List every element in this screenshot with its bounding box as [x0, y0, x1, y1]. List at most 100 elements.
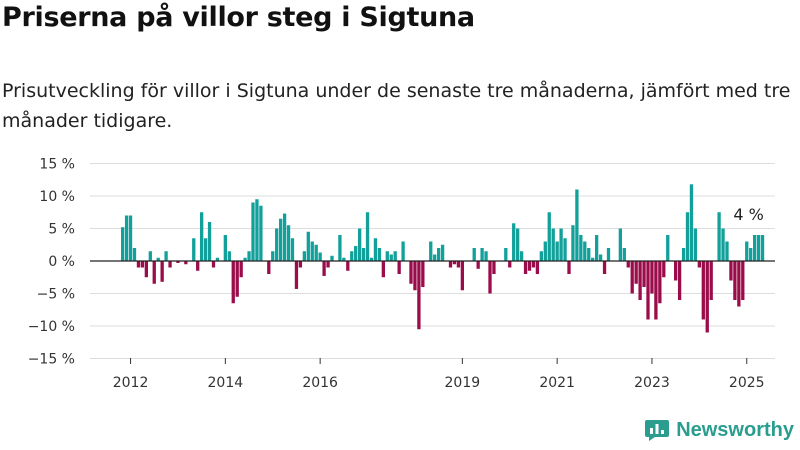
bar [662, 261, 666, 278]
axis-layer: 15 % 10 % 5 % 0 % −5 % −10 % −15 % 2012 2014 2016… [28, 157, 775, 391]
bar [160, 261, 164, 282]
bar [539, 251, 543, 261]
bar [275, 228, 279, 261]
bar [646, 261, 650, 320]
bar-layer [121, 184, 765, 333]
bar [741, 261, 745, 300]
bar [310, 241, 314, 261]
bar [571, 225, 575, 261]
bar [282, 213, 287, 261]
bar [302, 251, 306, 261]
bar [294, 261, 299, 289]
bar [488, 261, 492, 294]
bar [654, 261, 658, 320]
bar [251, 202, 255, 261]
bar [279, 218, 283, 261]
bar [413, 261, 417, 291]
y-tick-label: 10 % [39, 189, 75, 205]
bar [717, 212, 721, 261]
y-tick-label: 15 % [39, 157, 75, 173]
bar [211, 261, 216, 268]
bar [595, 235, 599, 261]
bar [231, 261, 235, 304]
bar [203, 238, 208, 261]
bar [215, 257, 220, 261]
bar [290, 238, 295, 261]
y-tick-label: −15 % [28, 352, 75, 368]
bar [555, 241, 559, 261]
bar [437, 248, 441, 261]
bar [200, 212, 204, 261]
bar [666, 235, 670, 261]
bar [460, 261, 464, 291]
bar [677, 261, 682, 300]
bar [286, 225, 291, 261]
bar [164, 251, 168, 261]
bar [128, 215, 133, 261]
bar [381, 261, 385, 278]
bar [527, 261, 532, 271]
bar [674, 261, 678, 281]
bar [176, 261, 180, 263]
bar [429, 241, 433, 261]
bar [326, 261, 330, 268]
bar [369, 257, 374, 261]
bar [523, 261, 528, 274]
bar [606, 248, 611, 261]
bar [389, 254, 393, 261]
bar [472, 248, 476, 261]
bar [401, 241, 405, 261]
bar [156, 257, 160, 261]
bar [567, 261, 571, 274]
y-tick-label: −10 % [28, 319, 75, 335]
bar [271, 251, 275, 261]
y-tick-label: −5 % [37, 287, 75, 303]
bar [476, 261, 480, 269]
bar [575, 189, 579, 261]
bar [144, 261, 148, 278]
bar [267, 261, 271, 274]
bar [753, 235, 757, 261]
bar [243, 257, 247, 261]
bar [626, 261, 630, 268]
bar [448, 261, 453, 268]
bar [697, 261, 701, 268]
bar [168, 261, 172, 268]
bar [184, 261, 188, 265]
bar [259, 205, 263, 261]
bar [318, 252, 322, 261]
bar [756, 235, 761, 261]
bar [385, 251, 389, 261]
bar [350, 251, 354, 261]
bar [508, 261, 512, 268]
latest-value-annotation: 4 % [733, 205, 763, 224]
y-tick-label: 5 % [48, 222, 75, 238]
x-tick-label: 2012 [113, 375, 149, 391]
bar [452, 261, 457, 265]
bar [227, 251, 231, 261]
bar [516, 228, 520, 261]
bar [330, 255, 334, 261]
bar [622, 248, 626, 261]
bar [196, 261, 200, 271]
bar [701, 261, 705, 320]
bar [519, 251, 524, 261]
bar [563, 238, 567, 261]
bar [342, 257, 346, 261]
bar [634, 261, 638, 284]
bar [247, 251, 251, 261]
newsworthy-logo-icon [645, 420, 670, 441]
bar [591, 257, 595, 261]
bar [192, 238, 196, 261]
bar [409, 261, 413, 284]
bar [579, 235, 583, 261]
bar [745, 241, 749, 261]
bar [749, 248, 753, 261]
bar [239, 261, 243, 278]
bar [638, 261, 642, 300]
bar [650, 261, 654, 294]
bar [658, 261, 662, 304]
bar [456, 261, 461, 268]
bar [587, 248, 591, 261]
bar [207, 222, 212, 261]
